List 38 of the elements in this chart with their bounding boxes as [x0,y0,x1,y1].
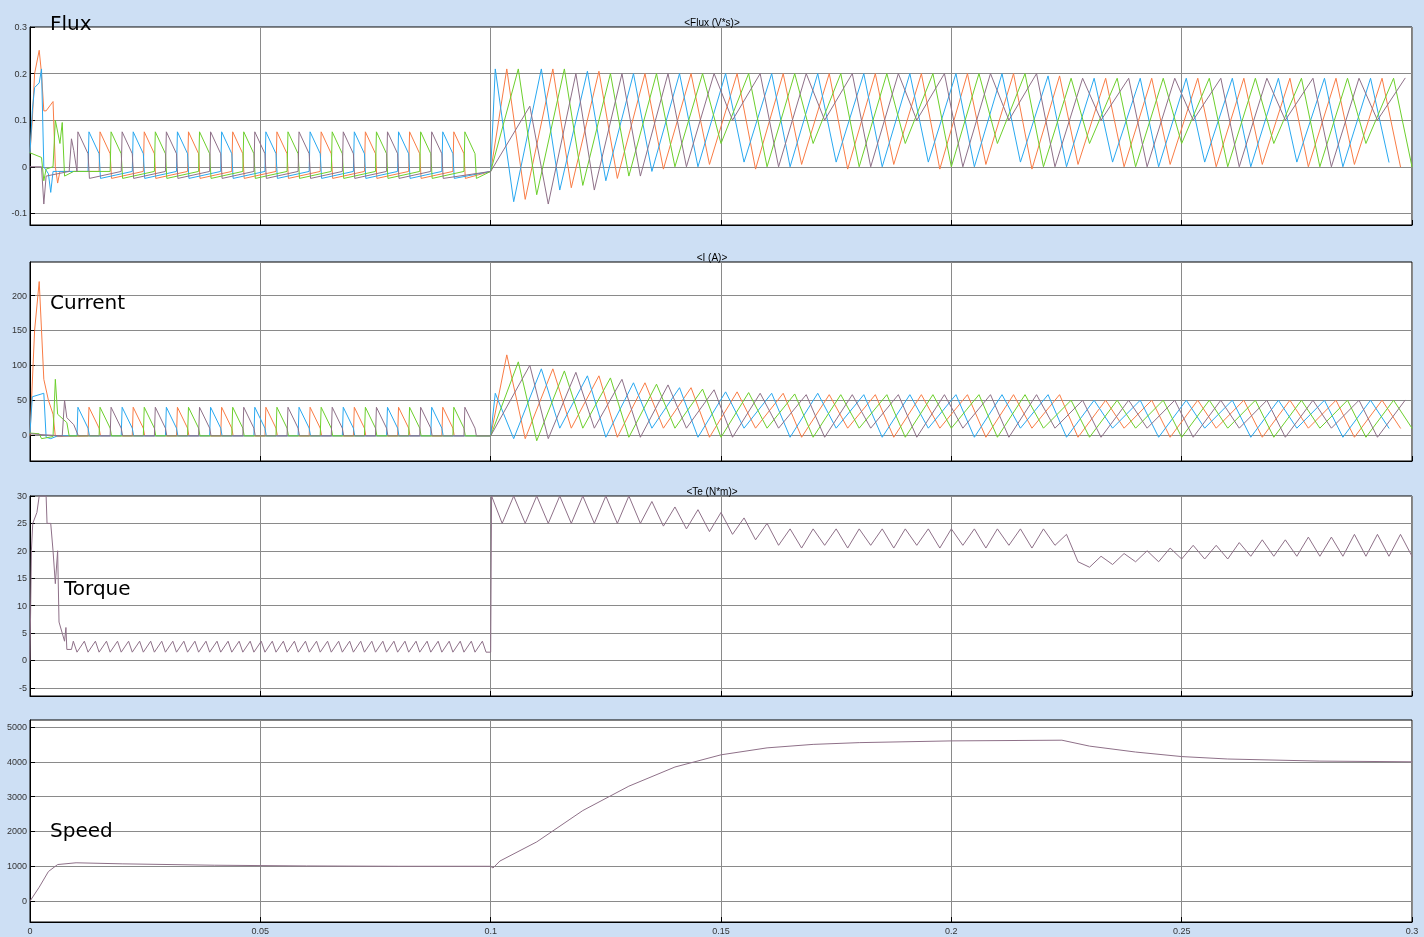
y-tick-label: 20 [16,545,27,556]
y-tick-label: -0.1 [11,208,27,219]
annotation: Speed [50,818,113,842]
x-tick-label: 0.05 [251,925,270,936]
y-tick-label: -5 [18,682,27,693]
y-tick-label: 2000 [6,826,27,837]
chart-title: <I (A)> [696,251,728,263]
y-tick-label: 0 [21,161,27,172]
y-tick-label: 50 [16,395,27,406]
y-tick-label: 200 [11,290,27,301]
y-tick-label: 5000 [6,721,27,732]
line-series [29,739,1413,902]
y-tick-label: 30 [16,491,27,501]
annotation: Flux [50,11,92,35]
y-tick-label: 0.1 [14,115,27,126]
y-tick-label: 0.2 [14,68,27,79]
x-tick-label: 0.25 [1172,925,1191,936]
x-tick-label: 0.2 [945,925,958,936]
x-tick-label: 0.15 [712,925,730,936]
x-tick-label: 0.1 [484,925,497,936]
chart-title: <Flux (V*s)> [684,16,740,28]
y-tick-label: 5 [21,627,27,638]
y-tick-label: 3000 [6,791,27,802]
chart-title: <Te (N*m)> [686,485,738,497]
annotation: Current [50,290,126,314]
y-tick-label: 0 [21,896,27,907]
y-tick-label: 25 [16,518,27,529]
y-tick-label: 4000 [6,756,27,767]
annotation: Torque [63,576,131,600]
y-tick-label: 10 [16,600,27,611]
y-tick-label: 0 [21,655,27,666]
y-tick-label: 1000 [6,861,27,872]
y-tick-label: 150 [11,325,27,336]
x-tick-label: 0.3 [1405,925,1419,936]
y-tick-label: 0 [21,430,27,441]
y-tick-label: 0.3 [14,22,27,32]
y-tick-label: 15 [16,573,27,584]
y-tick-label: 100 [11,360,27,371]
